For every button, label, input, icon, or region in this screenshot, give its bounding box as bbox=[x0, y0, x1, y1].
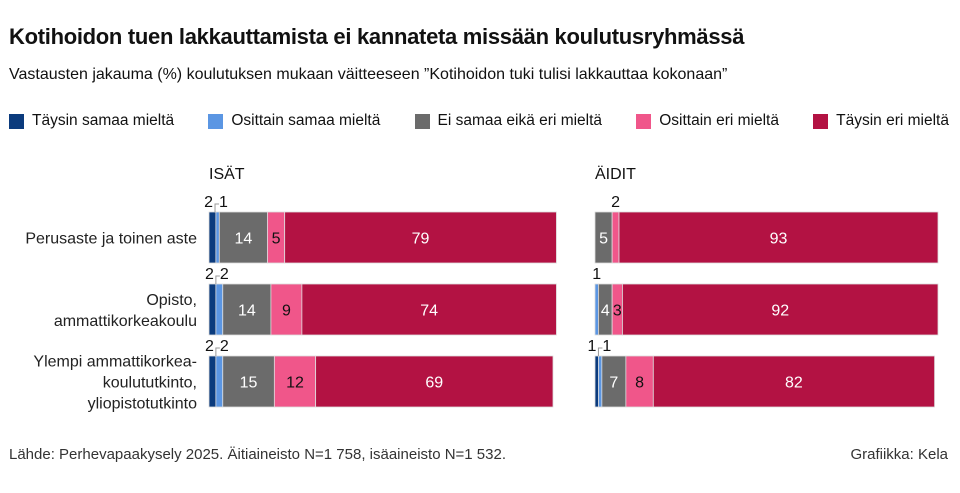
bar-segment bbox=[601, 355, 627, 408]
legend: Täysin samaa mieltä Osittain samaa mielt… bbox=[9, 112, 949, 130]
bar-segment bbox=[208, 355, 217, 408]
bar-segment bbox=[594, 355, 599, 408]
data-label: 3 bbox=[613, 303, 622, 320]
panel-title: ÄIDIT bbox=[595, 165, 636, 183]
legend-swatch bbox=[208, 113, 224, 129]
legend-label: Täysin eri mieltä bbox=[836, 112, 949, 129]
category-label: Ylempi ammattikorkea- bbox=[33, 354, 197, 371]
legend-swatch bbox=[813, 113, 829, 129]
chart-title: Kotihoidon tuen lakkauttamista ei kannat… bbox=[9, 24, 745, 49]
data-label: 14 bbox=[238, 303, 256, 320]
leader-line bbox=[597, 347, 603, 356]
data-label: 2 bbox=[205, 338, 214, 355]
data-label: 4 bbox=[601, 303, 610, 320]
data-label: 12 bbox=[286, 375, 304, 392]
legend-item: Osittain samaa mieltä bbox=[208, 112, 380, 130]
bar-segment bbox=[594, 283, 599, 336]
panel-title: ISÄT bbox=[209, 165, 245, 183]
legend-label: Ei samaa eikä eri mieltä bbox=[437, 112, 603, 129]
data-label: 79 bbox=[412, 231, 430, 248]
chart-subtitle: Vastausten jakauma (%) koulutuksen mukaa… bbox=[9, 66, 728, 83]
legend-swatch bbox=[636, 113, 652, 129]
legend-label: Täysin samaa mieltä bbox=[32, 112, 175, 129]
category-label: Opisto, bbox=[146, 292, 197, 309]
data-label: 2 bbox=[611, 194, 620, 211]
legend-label: Osittain samaa mieltä bbox=[231, 112, 381, 129]
bar-segment bbox=[652, 355, 935, 408]
credit-note: Grafiikka: Kela bbox=[850, 446, 948, 463]
bar-segment bbox=[598, 355, 603, 408]
data-label: 8 bbox=[635, 375, 644, 392]
data-label: 2 bbox=[205, 266, 214, 283]
bar-segment bbox=[625, 355, 654, 408]
bar-segment bbox=[273, 355, 317, 408]
bar-segment bbox=[284, 211, 557, 264]
data-label: 82 bbox=[785, 375, 803, 392]
legend-item: Täysin samaa mieltä bbox=[9, 112, 174, 130]
legend-swatch bbox=[414, 113, 430, 129]
bar-segment bbox=[315, 355, 554, 408]
bar-segment bbox=[270, 283, 303, 336]
bar-segment bbox=[222, 283, 272, 336]
data-label: 9 bbox=[282, 303, 291, 320]
data-label: 69 bbox=[425, 375, 443, 392]
bar-segment bbox=[301, 283, 557, 336]
data-label: 1 bbox=[602, 338, 611, 355]
legend-label: Osittain eri mieltä bbox=[659, 112, 779, 129]
legend-swatch bbox=[9, 113, 24, 129]
data-label: 1 bbox=[219, 194, 228, 211]
data-label: 15 bbox=[240, 375, 258, 392]
leader-line bbox=[215, 347, 220, 356]
data-label: 1 bbox=[592, 266, 601, 283]
data-label: 92 bbox=[771, 303, 789, 320]
source-note: Lähde: Perhevapaakysely 2025. Äitiaineis… bbox=[9, 446, 506, 463]
data-label: 1 bbox=[588, 338, 597, 355]
leader-line bbox=[214, 203, 220, 212]
legend-item: Osittain eri mieltä bbox=[636, 112, 779, 130]
bar-segment bbox=[208, 211, 217, 264]
legend-item: Ei samaa eikä eri mieltä bbox=[414, 112, 603, 130]
category-label: Perusaste ja toinen aste bbox=[25, 231, 197, 248]
data-label: 14 bbox=[235, 231, 253, 248]
data-label: 5 bbox=[599, 231, 608, 248]
data-label: 2 bbox=[220, 266, 229, 283]
bar-segment bbox=[215, 355, 224, 408]
bar-segment bbox=[618, 211, 939, 264]
bar-segment bbox=[622, 283, 939, 336]
bar-segment bbox=[215, 283, 224, 336]
bar-segment bbox=[215, 211, 220, 264]
data-label: 74 bbox=[420, 303, 438, 320]
legend-item: Täysin eri mieltä bbox=[813, 112, 949, 130]
data-label: 2 bbox=[204, 194, 213, 211]
category-label: yliopistotutkinto bbox=[88, 396, 197, 413]
bar-segment bbox=[208, 283, 217, 336]
data-label: 2 bbox=[220, 338, 229, 355]
data-label: 93 bbox=[770, 231, 788, 248]
bar-segment bbox=[222, 355, 275, 408]
category-label: koulututkinto, bbox=[103, 375, 197, 392]
data-label: 5 bbox=[272, 231, 281, 248]
bar-segment bbox=[611, 211, 620, 264]
data-label: 7 bbox=[609, 375, 618, 392]
category-label: ammattikorkeakoulu bbox=[54, 313, 197, 330]
leader-line bbox=[215, 275, 220, 284]
bar-segment bbox=[218, 211, 268, 264]
